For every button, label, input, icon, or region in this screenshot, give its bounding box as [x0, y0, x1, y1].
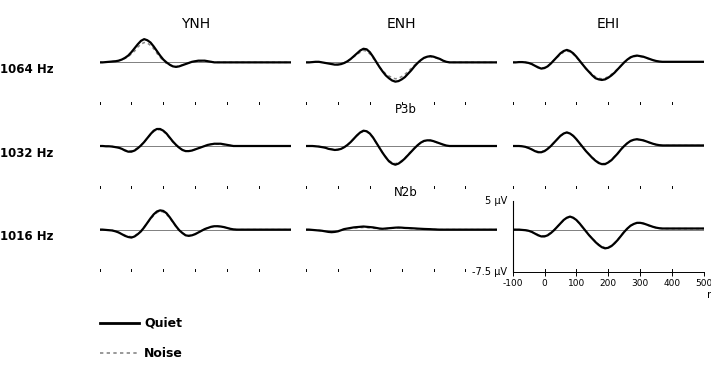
Text: 1064 Hz: 1064 Hz: [0, 63, 53, 76]
Title: EHI: EHI: [597, 17, 620, 31]
Text: P3b: P3b: [395, 103, 417, 116]
Text: Quiet: Quiet: [144, 317, 182, 330]
Text: ms: ms: [707, 290, 711, 300]
Text: 1016 Hz: 1016 Hz: [0, 230, 53, 243]
Title: ENH: ENH: [387, 17, 417, 31]
Text: Noise: Noise: [144, 347, 183, 360]
Text: 5 μV: 5 μV: [485, 196, 507, 206]
Text: N2b: N2b: [394, 186, 417, 200]
Title: YNH: YNH: [181, 17, 210, 31]
Text: 1032 Hz: 1032 Hz: [0, 147, 53, 160]
Text: -7.5 μV: -7.5 μV: [472, 267, 507, 277]
